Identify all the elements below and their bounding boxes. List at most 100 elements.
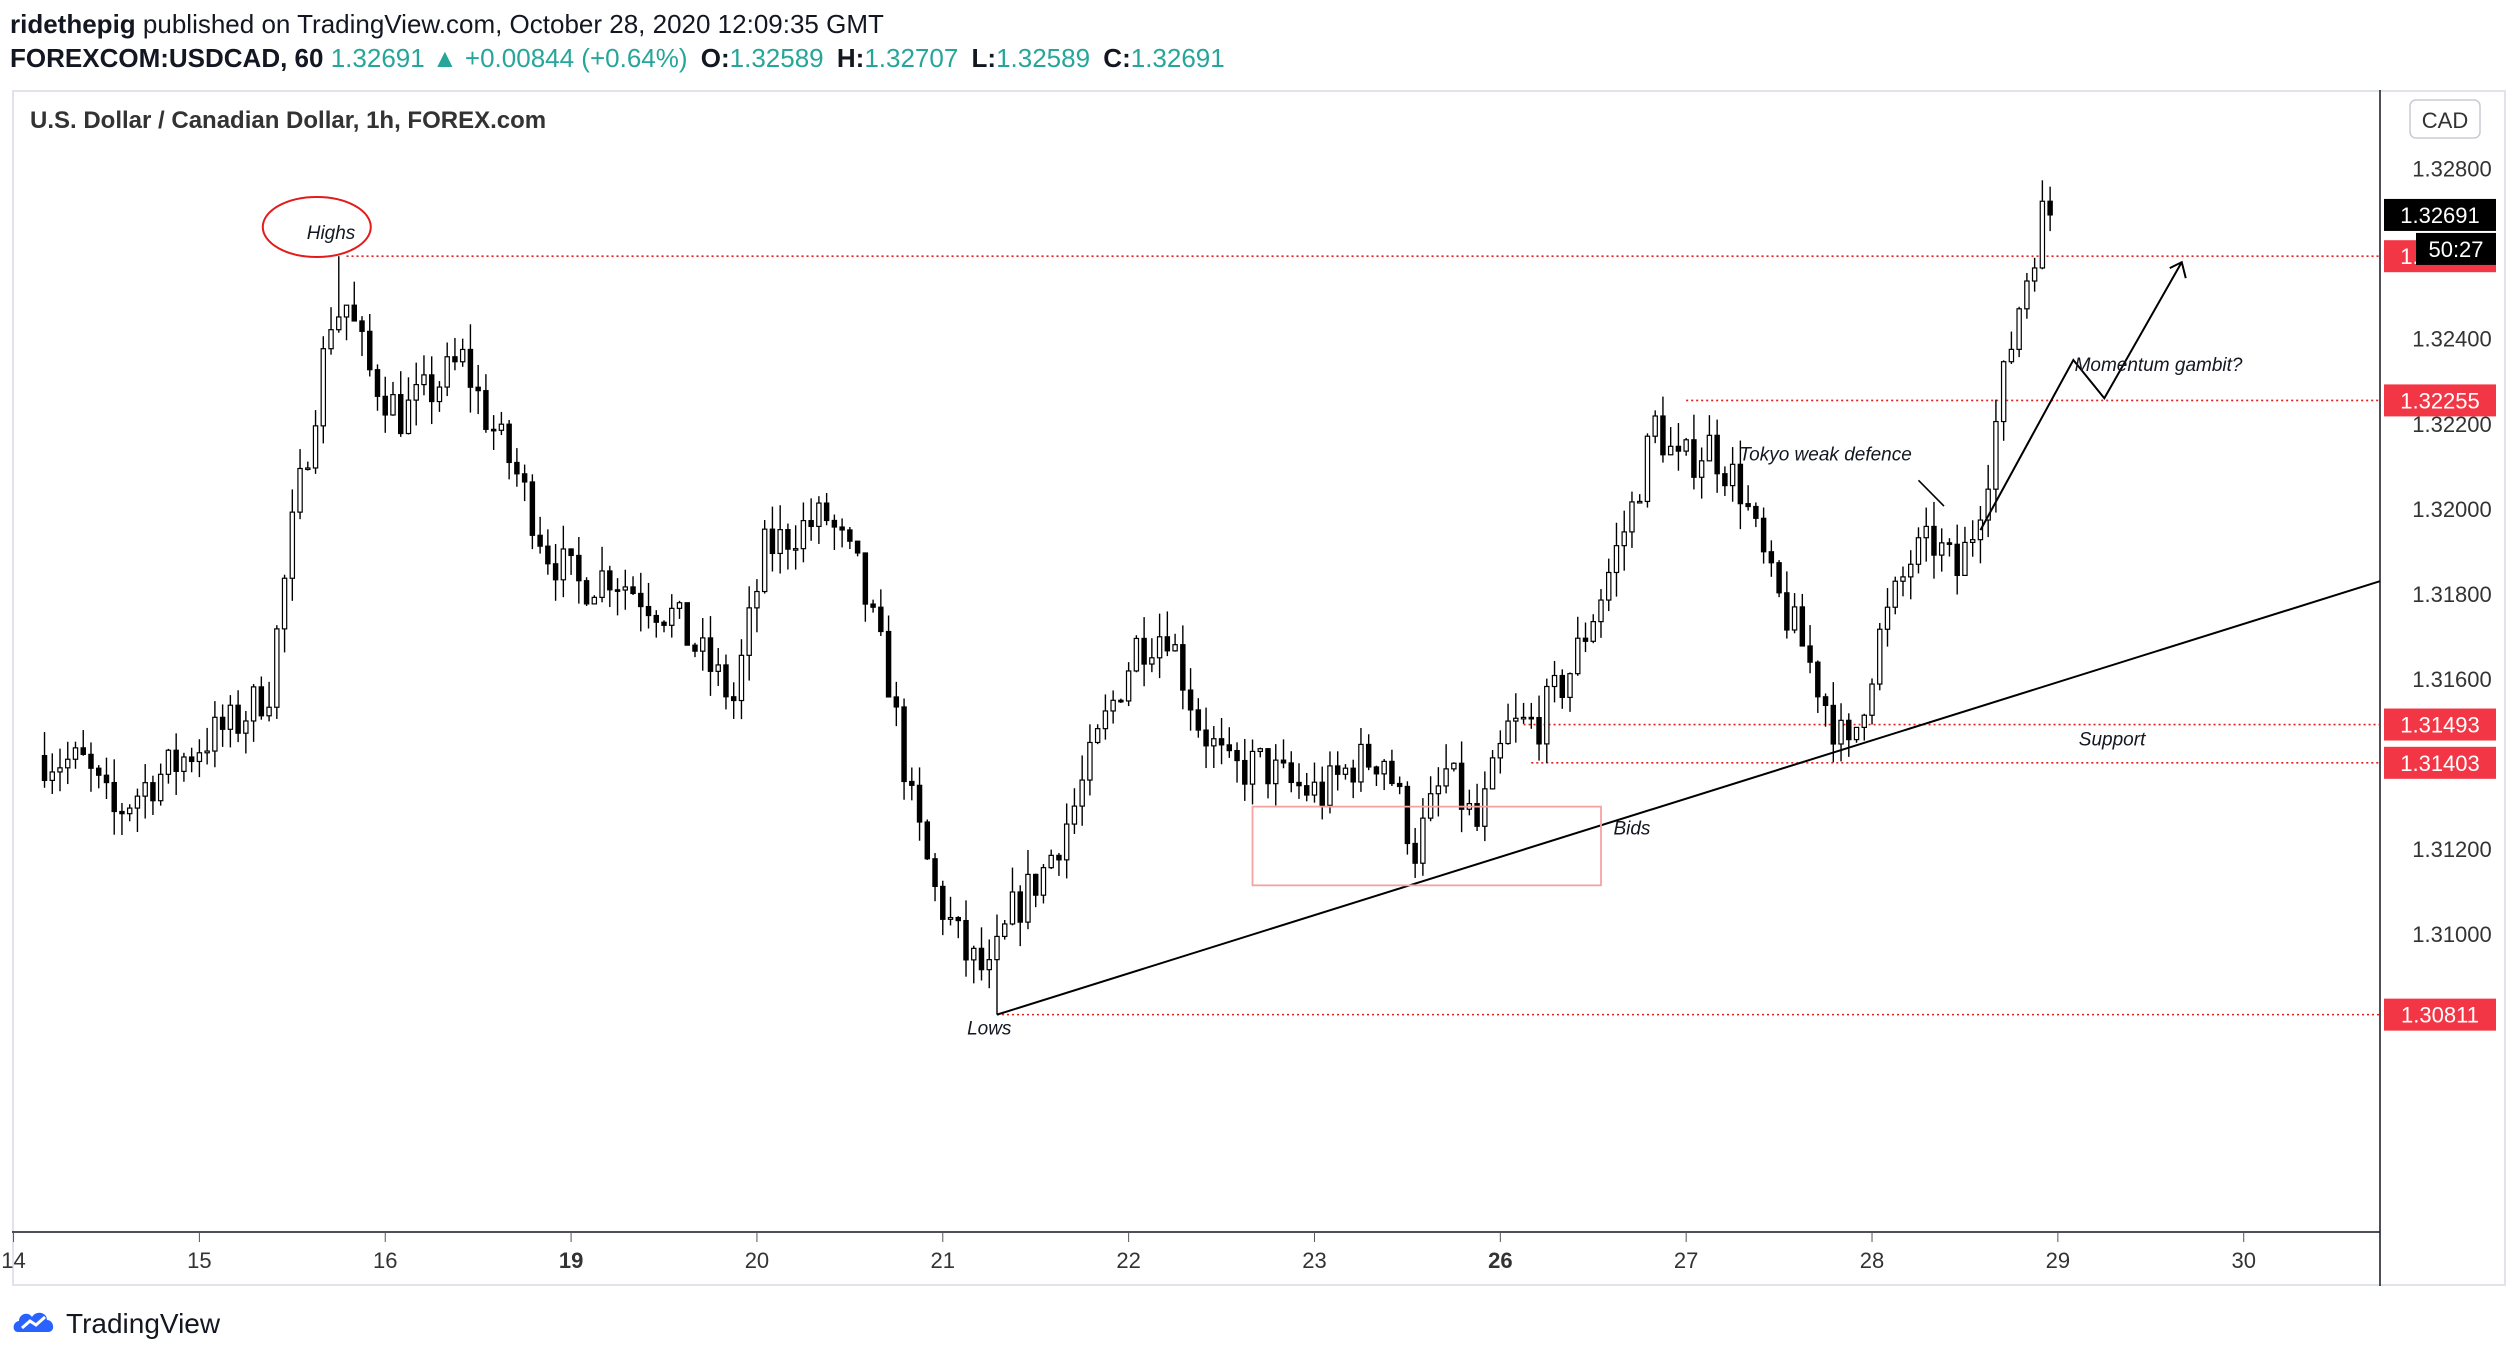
tradingview-logo-icon[interactable] <box>12 1306 58 1336</box>
candle-down <box>870 603 876 608</box>
annotation-support: Support <box>2079 729 2146 750</box>
author-name[interactable]: ridethepig <box>10 9 136 39</box>
candle-down <box>955 916 962 922</box>
candle-up <box>243 720 249 734</box>
candle-up <box>1598 599 1604 623</box>
price-change: +0.00844 (+0.64%) <box>464 43 688 73</box>
candle-up <box>2024 280 2030 310</box>
x-tick-label: 14 <box>1 1248 25 1273</box>
candle-up <box>1613 545 1620 574</box>
candle-up <box>1575 637 1581 675</box>
candle-down <box>1582 637 1589 642</box>
candle-down <box>730 696 737 702</box>
candle-down <box>1675 445 1682 452</box>
candle-down <box>1296 781 1302 787</box>
candle-down <box>684 602 690 646</box>
candle-down <box>878 606 884 633</box>
candle-down <box>1218 738 1225 746</box>
y-tick-label: 1.32400 <box>2412 327 2492 352</box>
candle-up <box>1838 719 1844 745</box>
symbol-name: FOREXCOM:USDCAD, 60 <box>10 43 324 73</box>
candle-down <box>1265 748 1271 785</box>
candle-down <box>785 529 791 550</box>
candle-down <box>1280 759 1287 764</box>
candle-down <box>1396 782 1403 788</box>
high-label: H: <box>836 43 865 73</box>
candle-down <box>924 821 931 860</box>
candle-down <box>808 520 814 528</box>
candle-down <box>916 784 923 823</box>
candle-down <box>521 473 528 483</box>
candle-up <box>1908 563 1914 578</box>
candle-up <box>1877 628 1883 685</box>
candle-down <box>1559 674 1566 698</box>
candle-up <box>436 386 443 403</box>
candle-down <box>854 540 861 554</box>
candle-up <box>1040 867 1047 896</box>
candle-up <box>1644 435 1651 503</box>
open-label: O: <box>700 43 730 73</box>
candle-up <box>761 528 768 593</box>
candle-up <box>212 716 218 752</box>
candle-down <box>1760 517 1767 553</box>
candle-down <box>1195 709 1202 731</box>
candle-up <box>57 767 63 773</box>
level-price-text: 1.32255 <box>2400 388 2480 413</box>
candle-up <box>1094 728 1101 744</box>
candle-down <box>583 580 590 605</box>
candle-down <box>723 664 729 698</box>
candle-up <box>250 686 257 722</box>
candle-up <box>1273 759 1279 785</box>
candle-down <box>1226 744 1233 752</box>
candle-down <box>1118 699 1124 703</box>
candle-down <box>467 348 474 388</box>
countdown-text: 50:27 <box>2428 237 2483 262</box>
candle-up <box>390 394 396 416</box>
candle-down <box>552 563 559 581</box>
candle-up <box>1513 717 1519 722</box>
candle-up <box>1621 531 1627 547</box>
candle-up <box>622 586 629 591</box>
low-label: L: <box>971 43 997 73</box>
candle-down <box>1180 644 1186 691</box>
level-price-tag <box>2384 384 2496 417</box>
candle-up <box>2000 361 2007 423</box>
candle-down <box>80 747 86 755</box>
y-tick-label: 1.31200 <box>2412 837 2492 862</box>
candle-down <box>1242 759 1248 785</box>
price-chart[interactable]: U.S. Dollar / Canadian Dollar, 1h, FOREX… <box>0 0 2516 1296</box>
candle-down <box>963 919 969 961</box>
close-value: 1.32691 <box>1130 43 1225 73</box>
candle-up <box>274 628 280 708</box>
candle-up <box>1938 542 1945 556</box>
candle-up <box>196 752 203 763</box>
candle-down <box>839 526 845 531</box>
candle-up <box>72 747 79 760</box>
candle-up <box>1102 710 1109 730</box>
x-tick-label: 16 <box>373 1248 397 1273</box>
last-price: 1.32691 <box>330 43 425 73</box>
candle-down <box>653 614 659 623</box>
candle-down <box>483 390 489 430</box>
candle-up <box>1892 580 1898 608</box>
candle-up <box>1969 539 1976 544</box>
candle-up <box>2039 200 2046 269</box>
candle-up <box>343 304 350 318</box>
candle-up <box>1087 741 1093 781</box>
candle-down <box>1334 765 1341 775</box>
candle-up <box>676 602 683 609</box>
candle-down <box>607 570 613 591</box>
candle-up <box>1110 699 1116 712</box>
candle-down <box>428 374 435 403</box>
currency-label: CAD <box>2422 108 2468 133</box>
tradingview-brand[interactable]: TradingView <box>66 1308 221 1339</box>
candle-down <box>1164 636 1171 652</box>
candle-up <box>297 467 303 513</box>
candle-down <box>630 586 636 595</box>
candle-up <box>1706 434 1713 462</box>
candle-up <box>2016 308 2022 350</box>
candle-up <box>1567 673 1573 698</box>
candle-up <box>134 795 141 809</box>
highs-ellipse <box>261 196 372 259</box>
y-tick-label: 1.31000 <box>2412 922 2492 947</box>
